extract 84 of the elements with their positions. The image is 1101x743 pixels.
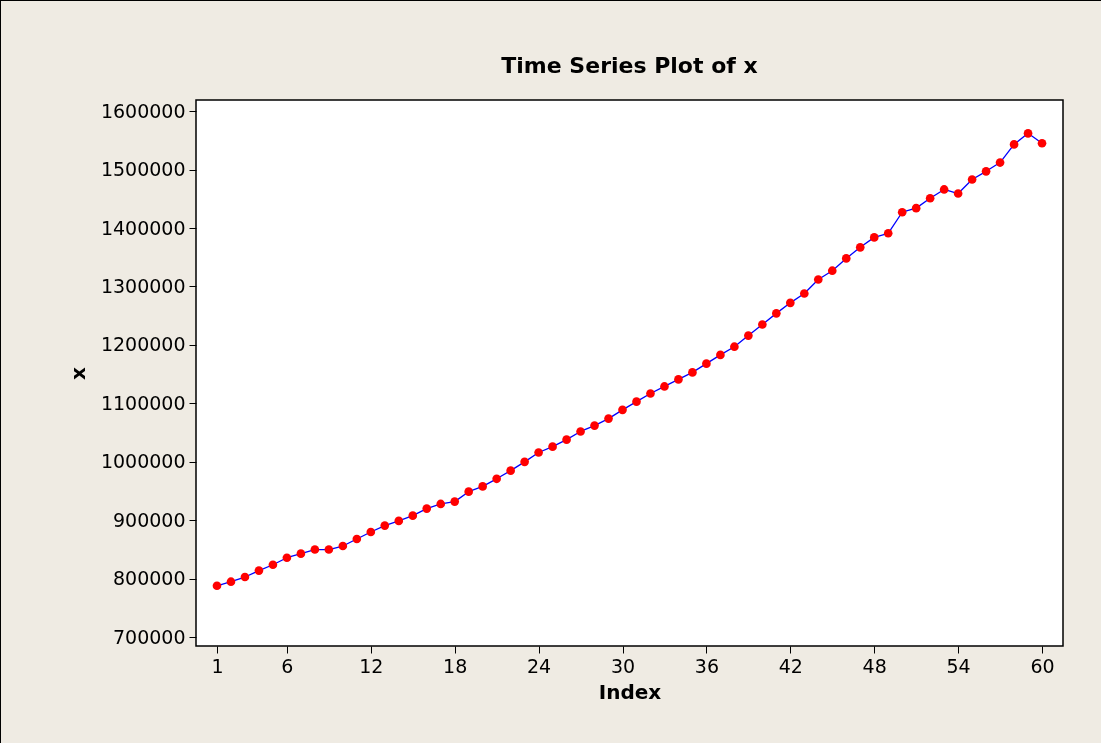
point xyxy=(702,359,711,368)
point xyxy=(520,457,529,467)
point xyxy=(995,158,1005,167)
point xyxy=(813,275,823,284)
y-tick-label: 800000 xyxy=(112,567,186,590)
y-tick-label: 900000 xyxy=(112,508,186,531)
point xyxy=(772,309,781,318)
point xyxy=(981,167,991,176)
point xyxy=(1009,140,1019,149)
point xyxy=(408,511,418,520)
point xyxy=(352,534,362,544)
x-tick-label: 12 xyxy=(359,654,384,677)
point xyxy=(799,289,809,298)
point xyxy=(338,541,348,551)
x-tick-label: 42 xyxy=(778,654,803,677)
point xyxy=(841,254,851,263)
point xyxy=(911,203,921,213)
point xyxy=(716,350,725,360)
point xyxy=(436,499,446,509)
x-tick-label: 48 xyxy=(862,654,887,677)
x-tick-label: 54 xyxy=(946,654,971,677)
x-tick-label: 1 xyxy=(211,654,224,677)
point xyxy=(883,228,893,238)
x-tick-label: 18 xyxy=(443,654,468,677)
point xyxy=(534,448,543,457)
y-tick-label: 1200000 xyxy=(100,333,186,356)
x-tick-label: 6 xyxy=(281,654,294,677)
point xyxy=(1037,138,1047,148)
x-axis-title: Index xyxy=(598,679,662,704)
point xyxy=(478,482,487,491)
point xyxy=(967,175,977,184)
point xyxy=(869,233,879,242)
y-axis-title: x xyxy=(65,366,90,380)
y-tick-label: 1400000 xyxy=(100,216,186,239)
point xyxy=(730,342,739,352)
point xyxy=(464,487,474,496)
point xyxy=(506,466,515,475)
point xyxy=(492,474,501,484)
point xyxy=(744,331,753,340)
point xyxy=(632,397,641,406)
point xyxy=(212,581,222,591)
point xyxy=(604,414,613,423)
point xyxy=(240,572,250,582)
point xyxy=(897,207,907,217)
point xyxy=(590,421,599,430)
point xyxy=(855,242,865,252)
point xyxy=(282,553,292,563)
point xyxy=(925,193,935,203)
point xyxy=(618,405,627,415)
y-tick-label: 1300000 xyxy=(100,274,186,297)
point xyxy=(1023,129,1033,138)
point xyxy=(296,549,306,558)
point xyxy=(660,382,669,391)
point xyxy=(785,298,795,308)
y-tick-label: 1100000 xyxy=(100,391,186,414)
point xyxy=(380,521,390,530)
point xyxy=(576,427,585,436)
point xyxy=(688,368,697,377)
y-tick-label: 1000000 xyxy=(100,450,186,473)
point xyxy=(268,560,278,570)
point xyxy=(422,504,432,513)
chart-title: Time Series Plot of x xyxy=(501,53,758,78)
point xyxy=(827,266,837,276)
x-tick-label: 30 xyxy=(610,654,636,677)
point xyxy=(254,566,264,575)
point xyxy=(939,185,949,194)
point xyxy=(226,577,236,587)
x-tick-label: 24 xyxy=(527,654,552,677)
point xyxy=(366,527,376,537)
point xyxy=(548,442,557,451)
y-tick-label: 700000 xyxy=(112,625,186,648)
point xyxy=(674,375,683,384)
y-tick-label: 1500000 xyxy=(100,158,186,181)
point xyxy=(562,435,571,444)
point xyxy=(450,497,460,506)
x-tick-label: 60 xyxy=(1030,654,1055,677)
y-tick-label: 1600000 xyxy=(100,99,186,122)
point xyxy=(310,545,320,554)
point xyxy=(758,320,767,329)
point xyxy=(394,516,404,526)
x-tick-label: 36 xyxy=(694,654,720,677)
point xyxy=(324,545,334,554)
point xyxy=(953,189,963,198)
point xyxy=(646,389,655,398)
